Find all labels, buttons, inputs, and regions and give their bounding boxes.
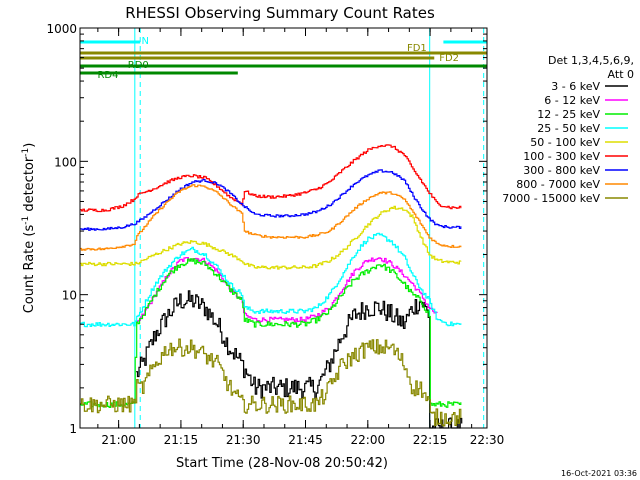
- y-label-end: ): [22, 143, 37, 148]
- y-tick-label-2: 100: [54, 155, 77, 169]
- series-line-0: [136, 290, 463, 429]
- series-line-8: [80, 338, 462, 427]
- x-tick-label-5: 22:15: [413, 433, 448, 447]
- y-tick-label-1: 10: [62, 289, 77, 303]
- x-tick-label-2: 21:30: [226, 433, 261, 447]
- legend-label-7: 800 - 7000 keV: [516, 178, 600, 191]
- legend-header-attenuator: Att 0: [608, 68, 634, 81]
- x-tick-label-0: 21:00: [101, 433, 136, 447]
- legend-label-4: 50 - 100 keV: [530, 136, 600, 149]
- y-label-main: Count Rate (s: [22, 225, 37, 314]
- flag-label-fd1: FD1: [407, 43, 427, 54]
- legend-label-6: 300 - 800 keV: [523, 164, 600, 177]
- legend-label-2: 12 - 25 keV: [537, 108, 600, 121]
- chart-title: RHESSI Observing Summary Count Rates: [125, 4, 435, 22]
- time-markers: [134, 28, 485, 428]
- legend-header-detectors: Det 1,3,4,5,6,9,: [548, 54, 634, 67]
- x-tick-label-3: 21:45: [288, 433, 323, 447]
- series-group: [80, 144, 463, 429]
- y-label-mid: detector: [22, 156, 37, 216]
- legend-label-3: 25 - 50 keV: [537, 122, 600, 135]
- series-line-1: [136, 257, 438, 323]
- legend-label-1: 6 - 12 keV: [544, 94, 600, 107]
- legend-label-0: 3 - 6 keV: [551, 80, 600, 93]
- series-line-3: [80, 232, 462, 328]
- x-tick-label-1: 21:15: [164, 433, 199, 447]
- series-line-5: [80, 144, 462, 213]
- series-line-4: [80, 205, 462, 270]
- series-line-7: [80, 184, 462, 251]
- plot-frame: [79, 27, 488, 429]
- y-axis-ticks: 1 10 100 1000: [46, 22, 487, 436]
- flag-bars: N FD1 FD2 RD0 RD4: [80, 36, 487, 81]
- x-tick-label-4: 22:00: [351, 433, 386, 447]
- series-line-2: [80, 258, 462, 408]
- legend-label-5: 100 - 300 keV: [523, 150, 600, 163]
- x-axis-ticks: 21:00 21:15 21:30 21:45 22:00 22:15 22:30: [97, 28, 505, 447]
- y-tick-label-3: 1000: [46, 22, 77, 36]
- y-label-sup2: -1: [21, 148, 31, 157]
- series-line-6: [80, 169, 462, 231]
- flag-label-rd4: RD4: [97, 70, 118, 81]
- x-tick-label-6: 22:30: [470, 433, 505, 447]
- flag-label-n: N: [141, 36, 148, 47]
- flag-label-rd0: RD0: [128, 60, 149, 71]
- timestamp: 16-Oct-2021 03:36: [561, 469, 637, 478]
- y-axis-label: Count Rate (s-1 detector-1): [21, 143, 37, 314]
- x-axis-label: Start Time (28-Nov-08 20:50:42): [176, 456, 388, 471]
- legend-label-8: 7000 - 15000 keV: [502, 192, 600, 205]
- flag-label-fd2: FD2: [439, 53, 459, 64]
- y-tick-label-0: 1: [69, 422, 77, 436]
- y-label-sup1: -1: [21, 216, 31, 225]
